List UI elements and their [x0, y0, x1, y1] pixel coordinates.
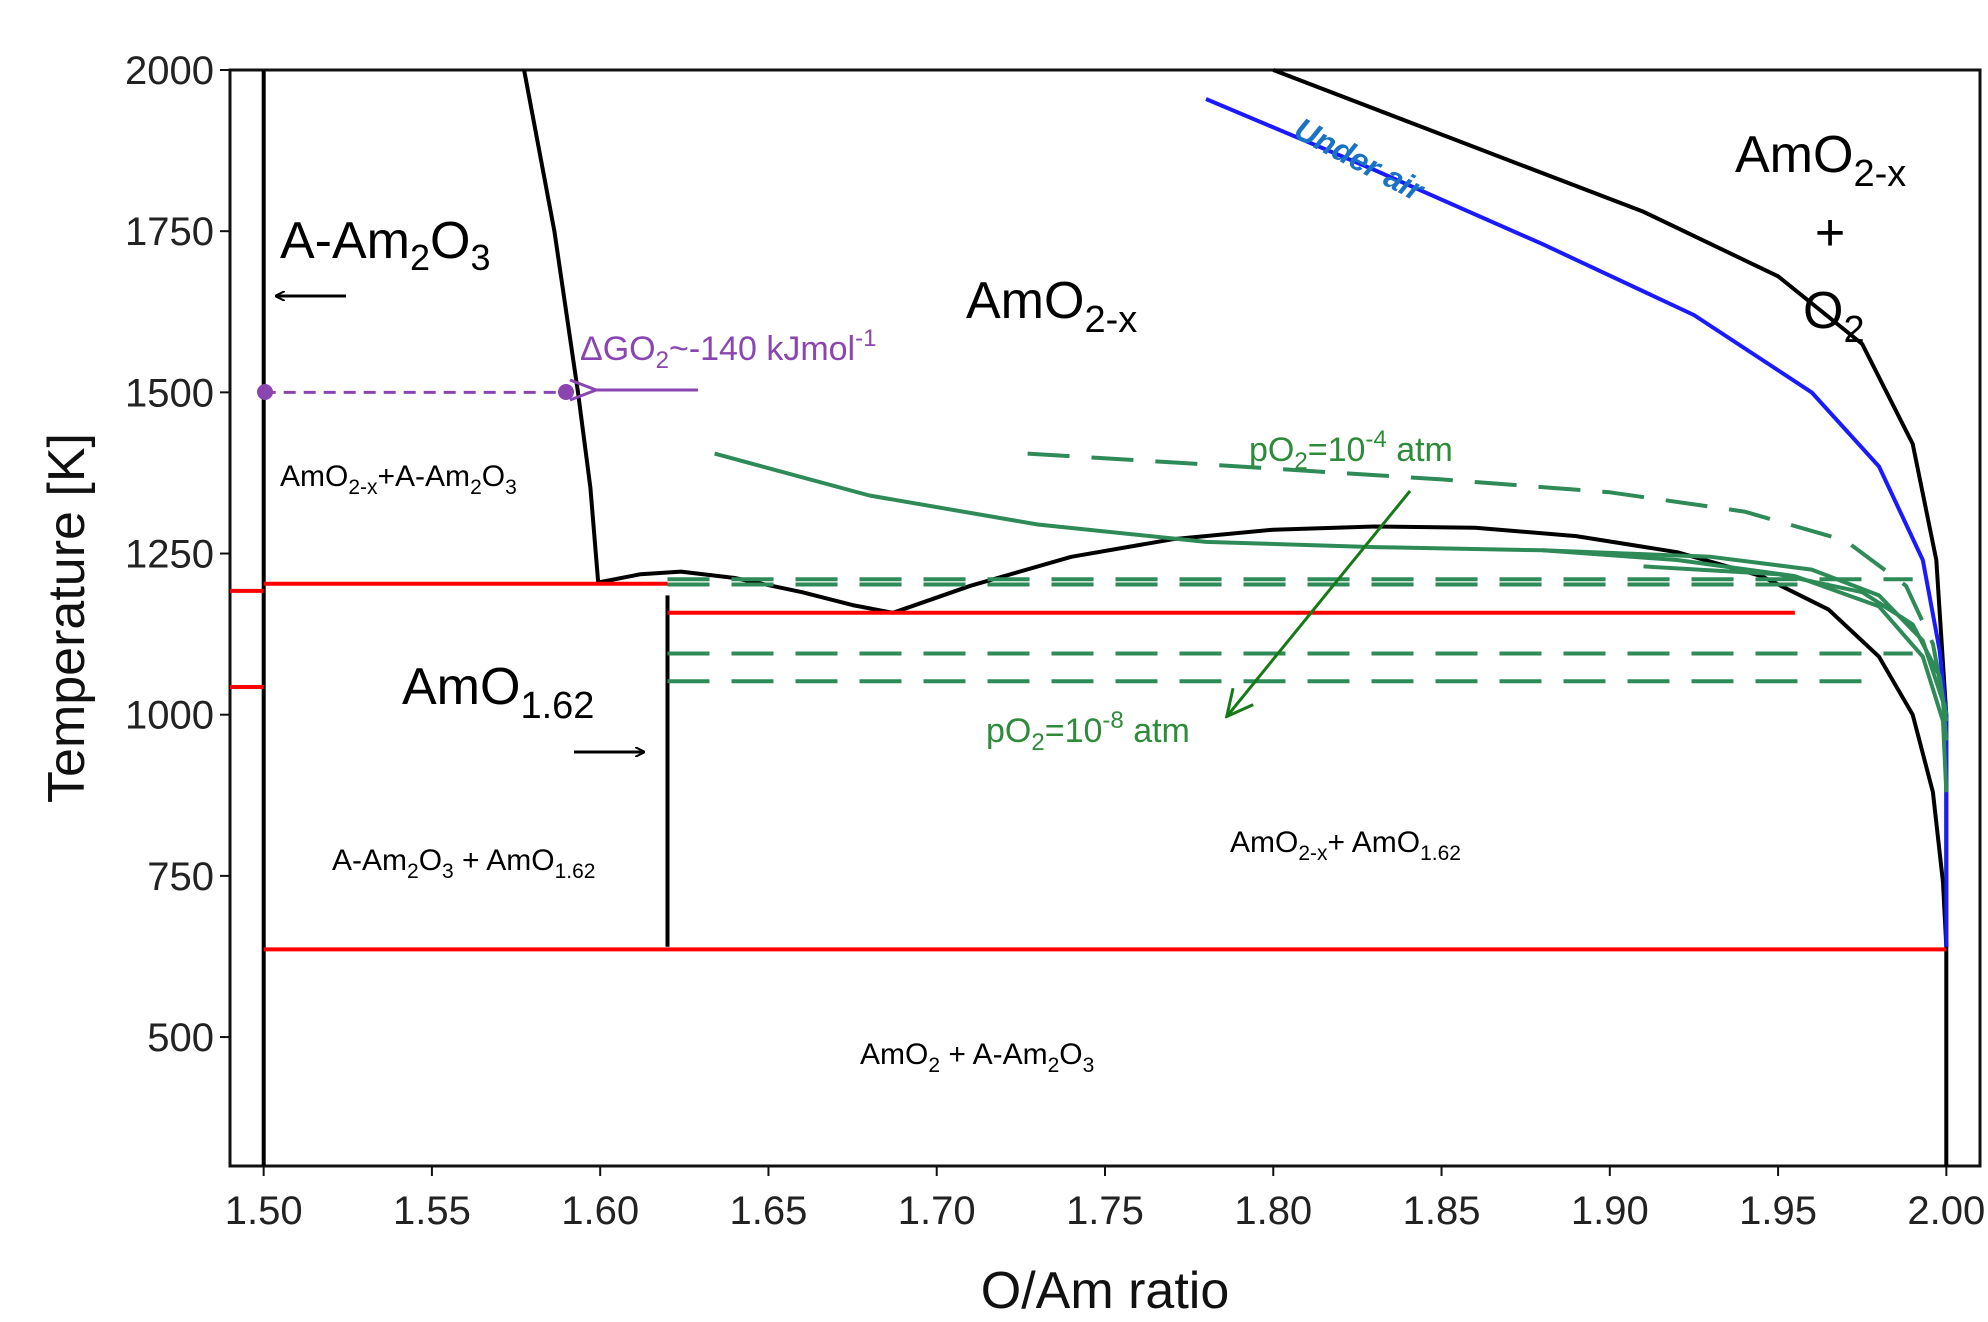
label-amo162: AmO1.62: [402, 658, 594, 727]
x-tick-label: 1.95: [1739, 1189, 1817, 1233]
dg-point-right: [558, 384, 574, 400]
curve-green-solid-7: [714, 451, 1949, 793]
label-region-amo2x-amo162: AmO2-x+ AmO1.62: [1230, 826, 1461, 865]
x-tick-label: 1.65: [730, 1189, 808, 1233]
label-region-amo2-aam2o3: AmO2 + A-Am2O3: [860, 1038, 1094, 1077]
y-tick-label: 750: [147, 855, 214, 899]
label-region-aam2o3-amo162: A-Am2O3 + AmO1.62: [332, 844, 595, 883]
x-tick-label: 1.85: [1403, 1189, 1481, 1233]
y-tick-label: 500: [147, 1016, 214, 1060]
y-tick-label: 1000: [125, 694, 214, 738]
label-a-am2o3: A-Am2O3: [280, 212, 491, 278]
x-axis-ticks: 1.50 1.55 1.60 1.65 1.70 1.75 1.80 1.85 1.90 1.95…: [225, 1166, 1985, 1233]
x-tick-label: 1.80: [1234, 1189, 1312, 1233]
x-axis-title: O/Am ratio: [981, 1262, 1230, 1320]
x-tick-label: 2.00: [1907, 1189, 1985, 1233]
curve-black-5: [1272, 68, 1949, 947]
curve-blue-6: [1205, 97, 1949, 947]
x-tick-label: 1.55: [393, 1189, 471, 1233]
label-po2-high: pO2=10-4 atm: [1249, 426, 1453, 475]
y-axis-ticks: 500 750 1000 1250 1500 1750 2000: [125, 49, 230, 1060]
dg-point-left: [257, 384, 273, 400]
label-under-air: Under air: [1289, 110, 1431, 208]
x-tick-label: 1.60: [561, 1189, 639, 1233]
po2-arrow: [1228, 490, 1412, 715]
x-tick-label: 1.90: [1571, 1189, 1649, 1233]
curve-green-dash-8: [1027, 451, 1949, 716]
label-plus: +: [1815, 204, 1845, 262]
label-region-amo2x-aam2o3: AmO2-x+A-Am2O3: [280, 460, 517, 499]
phase-curves: [230, 68, 1949, 1166]
x-tick-label: 1.75: [1066, 1189, 1144, 1233]
label-amo2x-o2-top: AmO2-x: [1735, 126, 1906, 195]
x-tick-label: 1.50: [225, 1189, 303, 1233]
label-o2: O2: [1803, 282, 1865, 351]
y-tick-label: 1750: [125, 210, 214, 254]
curve-green-solid-10: [1643, 564, 1949, 722]
y-tick-label: 2000: [125, 49, 214, 93]
curve-black-1: [522, 69, 601, 583]
label-amo2x-center: AmO2-x: [966, 272, 1137, 341]
label-po2-low: pO2=10-8 atm: [986, 707, 1190, 756]
plot-frame: [228, 68, 1982, 1168]
label-dg: ΔGO2~-140 kJmol-1: [580, 325, 876, 374]
y-tick-label: 1250: [125, 533, 214, 577]
y-axis-title: Temperature [K]: [38, 433, 96, 803]
curve-black-4: [892, 524, 1949, 1166]
y-tick-label: 1500: [125, 371, 214, 415]
x-tick-label: 1.70: [898, 1189, 976, 1233]
